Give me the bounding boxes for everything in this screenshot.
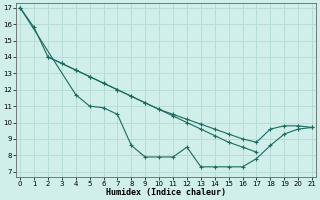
X-axis label: Humidex (Indice chaleur): Humidex (Indice chaleur) bbox=[106, 188, 226, 197]
